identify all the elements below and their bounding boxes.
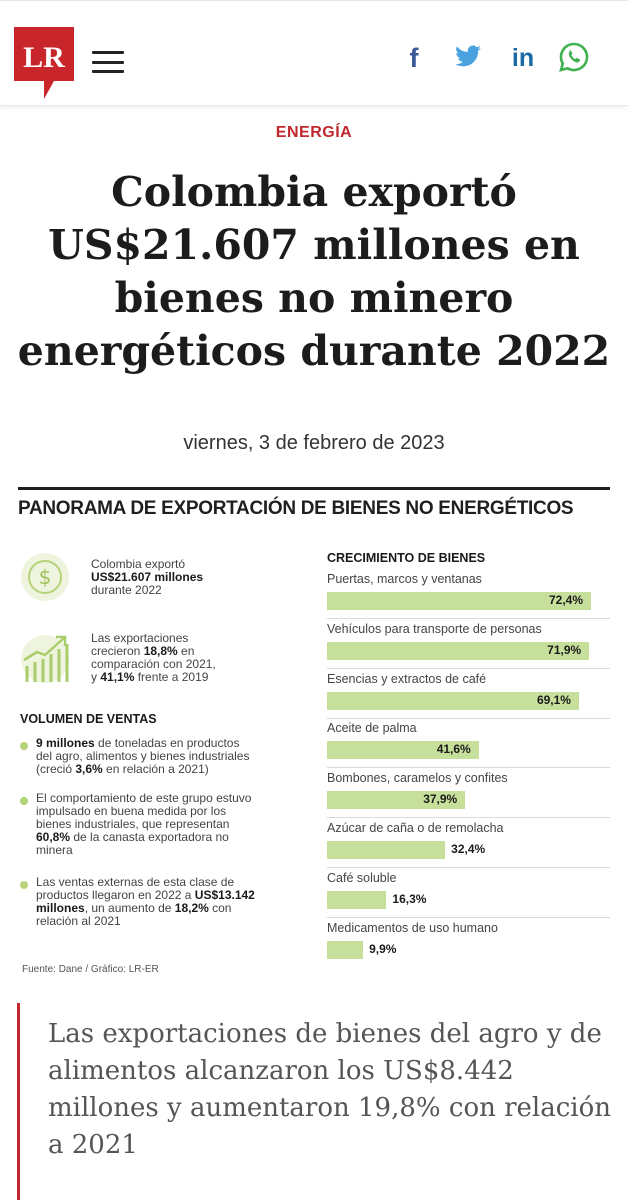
linkedin-icon: in bbox=[512, 44, 534, 70]
growth-bar-label: Vehículos para transporte de personas bbox=[327, 621, 542, 636]
growth-row-separator bbox=[327, 767, 610, 769]
article-date: viernes, 3 de febrero de 2023 bbox=[183, 432, 445, 454]
growth-bar bbox=[327, 841, 446, 859]
growth-bar bbox=[327, 641, 590, 660]
infographic-title: PANORAMA DE EXPORTACIÓN DE BIENES NO ENE… bbox=[18, 498, 574, 519]
growth-bar-row: Café soluble 16,3% bbox=[327, 871, 610, 921]
volume-title: VOLUMEN DE VENTAS bbox=[20, 712, 157, 726]
section-tag[interactable]: ENERGÍA bbox=[275, 124, 353, 141]
growth-bar-label: Puertas, marcos y ventanas bbox=[327, 572, 482, 586]
growth-row-separator bbox=[327, 867, 610, 868]
growth-row-separator bbox=[327, 916, 610, 918]
lr-logo[interactable]: LR bbox=[14, 27, 74, 99]
bullet-dot bbox=[20, 881, 28, 889]
growth-bar-value: 32,4% bbox=[451, 842, 486, 856]
growth-row-separator bbox=[327, 817, 610, 819]
logo-text: LR bbox=[23, 41, 65, 74]
twitter-share-button[interactable] bbox=[450, 39, 486, 75]
growth-bar bbox=[327, 741, 479, 760]
growth-bar-value: 9,9% bbox=[369, 941, 397, 956]
pull-quote-bar bbox=[17, 1003, 20, 1200]
growth-bar-label: Esencias y extractos de café bbox=[327, 671, 487, 686]
growth-bar-value: 72,4% bbox=[549, 593, 584, 607]
volume-bullet-2: El comportamiento de este grupo estuvo i… bbox=[36, 791, 252, 857]
growth-bar-value: 69,1% bbox=[536, 692, 571, 707]
growth-bar bbox=[327, 940, 364, 959]
site-header: LR f in bbox=[0, 0, 628, 106]
stat-growth: Las exportaciones crecieron 18,8% en com… bbox=[91, 631, 216, 684]
growth-chart-title: CRECIMIENTO DE BIENES bbox=[327, 551, 486, 565]
growth-bar-row: Esencias y extractos de café 69,1% bbox=[327, 672, 610, 722]
bullet-dot bbox=[20, 742, 28, 750]
growth-bar-value: 16,3% bbox=[392, 891, 427, 906]
growth-bar-label: Medicamentos de uso humano bbox=[327, 920, 498, 935]
whatsapp-share-button[interactable] bbox=[556, 39, 592, 75]
growth-bar-label: Aceite de palma bbox=[327, 721, 417, 736]
infographic-source: Fuente: Dane / Gráfico: LR-ER bbox=[22, 964, 159, 975]
stat-total-exports: Colombia exportó US$21.607 millones dura… bbox=[91, 557, 204, 597]
growth-bar bbox=[327, 691, 579, 710]
svg-text:$: $ bbox=[39, 565, 52, 589]
dollar-icon: $ bbox=[21, 553, 69, 601]
whatsapp-icon bbox=[559, 42, 589, 72]
facebook-icon: f bbox=[410, 44, 420, 70]
growth-bar-row: Vehículos para transporte de personas 71,… bbox=[327, 622, 610, 672]
linkedin-share-button[interactable]: in bbox=[505, 39, 541, 75]
article-headline: Colombia exportó US$21.607 millones en b… bbox=[17, 168, 611, 375]
svg-text:f: f bbox=[410, 44, 420, 70]
growth-bar-row: Azúcar de caña o de remolacha 32,4% bbox=[327, 821, 610, 871]
growth-bar-value: 71,9% bbox=[547, 642, 582, 657]
growth-bar-row: Aceite de palma 41,6% bbox=[327, 721, 610, 771]
growth-chart-icon bbox=[21, 635, 69, 683]
growth-row-separator bbox=[327, 667, 610, 669]
growth-row-separator bbox=[327, 618, 610, 619]
growth-bar-row: Puertas, marcos y ventanas 72,4% bbox=[327, 572, 610, 622]
hamburger-menu-icon[interactable] bbox=[92, 51, 124, 73]
growth-bar-label: Café soluble bbox=[327, 870, 397, 885]
facebook-share-button[interactable]: f bbox=[396, 39, 432, 75]
infographic-top-rule bbox=[18, 487, 610, 490]
bullet-dot bbox=[20, 797, 28, 805]
pull-quote: Las exportaciones de bienes del agro y d… bbox=[48, 1019, 612, 1160]
volume-bullet-3: Las ventas externas de esta clase de pro… bbox=[36, 875, 255, 928]
growth-bar-row: Bombones, caramelos y confites 37,9% bbox=[327, 771, 610, 821]
growth-bar bbox=[327, 791, 466, 810]
growth-bar bbox=[327, 592, 591, 610]
growth-bar-label: Bombones, caramelos y confites bbox=[327, 771, 508, 786]
growth-bar-value: 37,9% bbox=[423, 792, 458, 807]
svg-text:in: in bbox=[512, 44, 534, 70]
growth-bar-value: 41,6% bbox=[436, 742, 471, 757]
growth-bar-row: Medicamentos de uso humano 9,9% bbox=[327, 921, 610, 971]
growth-bar bbox=[327, 890, 387, 909]
twitter-icon bbox=[455, 45, 481, 67]
growth-bar-label: Azúcar de caña o de remolacha bbox=[327, 821, 504, 835]
growth-row-separator bbox=[327, 717, 610, 719]
volume-bullet-1: 9 millones de toneladas en productos del… bbox=[36, 736, 250, 776]
